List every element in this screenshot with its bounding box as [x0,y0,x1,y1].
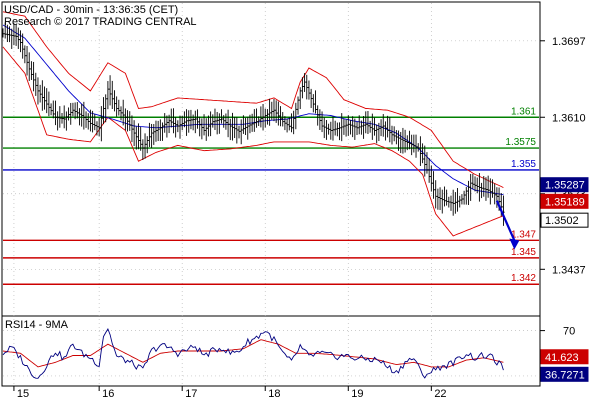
price-tags: 1.35287 1.35189 1.3502 41.623 36.7271 [540,177,589,382]
y-tick-label-1: 1.3610 [552,112,586,124]
bollinger-lower [2,46,504,237]
x-axis-ticks: 15 16 17 18 19 22 [13,386,447,400]
level-label-1: 1.3575 [505,137,536,148]
chart-copyright: Research © 2017 TRADING CENTRAL [4,16,197,28]
chart-title: USD/CAD - 30min - 13:36:35 (CET) [4,4,178,16]
price-tag-last-high-label: 1.35287 [545,180,585,192]
rsi-tag-ma-label: 41.623 [545,352,579,364]
level-label-2: 1.355 [511,159,536,170]
price-tag-last-high-box [540,177,589,193]
rsi-tag-value-label: 36.7271 [545,369,585,381]
price-tag-last-high: 1.35287 [540,177,589,193]
price-tag-last-box [540,212,589,228]
rsi-tag-ma-box [540,349,589,365]
x-tick-label-5: 22 [434,388,446,400]
rsi-tick-label-0: 70 [563,326,575,338]
level-label-0: 1.361 [511,106,536,117]
level-label-3: 1.347 [511,229,536,240]
rsi-tag-value: 36.7271 [540,366,589,382]
price-tag-red: 1.35189 [540,193,589,209]
bollinger-bands [2,11,504,237]
forecast-arrow-shaft [495,200,516,241]
price-bars [1,22,505,226]
x-tick-label-4: 19 [351,388,363,400]
x-tick-label-1: 16 [102,388,114,400]
y-tick-label-0: 1.3697 [552,36,586,48]
price-tag-last: 1.3502 [540,212,589,228]
forecast-arrow-head [509,238,520,250]
rsi-panel-frame [1,315,541,387]
main-panel-frame [1,1,541,317]
x-tick-label-0: 15 [17,388,29,400]
rsi-title: RSI14 - 9MA [5,319,69,331]
rsi-tag-ma: 41.623 [540,349,589,365]
x-tick-label-2: 17 [185,388,197,400]
level-label-4: 1.345 [511,247,536,258]
level-label-5: 1.342 [511,273,536,284]
bollinger-upper [2,11,504,188]
price-tag-last-label: 1.3502 [545,215,579,227]
price-tag-red-box [540,193,589,209]
forecast-arrow [495,200,520,250]
x-tick-label-3: 18 [268,388,280,400]
rsi-series [2,327,504,379]
rsi-tag-value-box [540,366,589,382]
y-tick-label-3: 1.3437 [552,264,586,276]
rsi-line [2,327,504,379]
price-tag-red-label: 1.35189 [545,196,585,208]
